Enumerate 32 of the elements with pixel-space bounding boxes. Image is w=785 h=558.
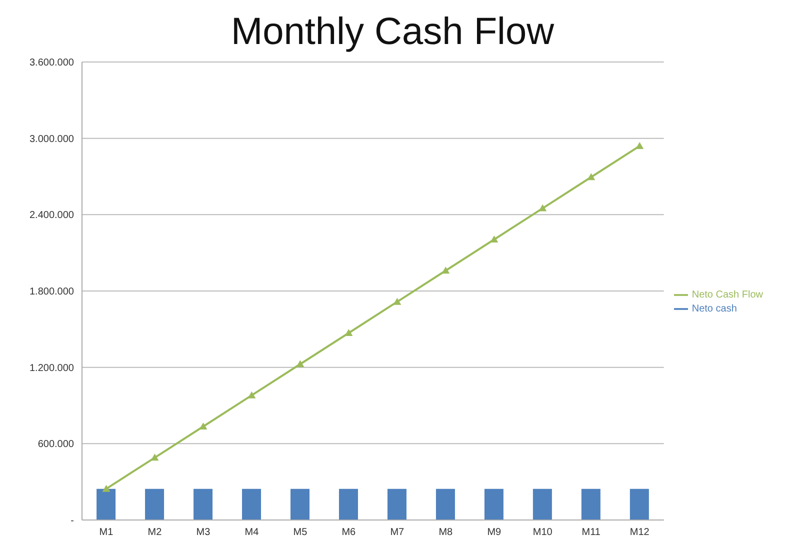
x-tick-label: M7	[390, 527, 405, 538]
chart-title: Monthly Cash Flow	[230, 10, 556, 55]
y-tick-label: 3.000.000	[30, 134, 74, 145]
point	[102, 484, 110, 492]
point	[296, 360, 304, 368]
x-tick-label: M12	[630, 527, 650, 538]
point	[248, 391, 256, 398]
x-tick-label: M4	[244, 527, 260, 538]
point	[636, 142, 644, 149]
x-tick-label: M11	[582, 527, 601, 538]
y-tick-label: 600.000	[38, 439, 74, 450]
point	[150, 454, 159, 461]
point	[538, 204, 547, 212]
x-tick-label: M6	[342, 527, 356, 538]
y-tick-label: 1.800.000	[30, 286, 74, 298]
x-tick-label: M8	[438, 527, 454, 538]
y-tick-label: 2.400.000	[30, 210, 74, 222]
legend-label: Neto cash	[692, 304, 737, 315]
y-tick-label: 3.600.000	[30, 58, 74, 69]
x-tick-label: M9	[487, 527, 502, 538]
y-tick-label: -	[70, 516, 74, 527]
y-tick-label: 1.200.000	[30, 362, 74, 374]
x-tick-label: M10	[532, 527, 553, 538]
legend-label: Neto Cash Flow	[692, 290, 763, 301]
x-tick-label: M5	[293, 527, 308, 538]
x-tick-label: M1	[99, 527, 114, 538]
x-tick-label: M2	[148, 527, 162, 538]
point	[393, 298, 402, 305]
point	[490, 235, 498, 242]
x-tick-label: M3	[196, 527, 211, 538]
point	[587, 173, 596, 180]
point	[442, 266, 450, 274]
